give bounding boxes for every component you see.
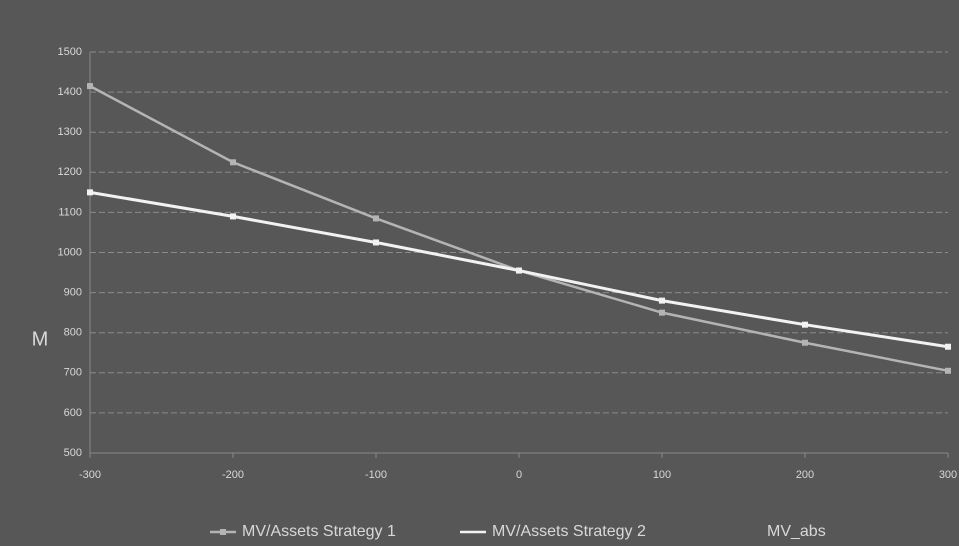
y-tick-label: 1300 — [58, 126, 82, 138]
point-marker — [87, 83, 93, 90]
y-tick-label: 900 — [64, 287, 82, 299]
y-tick-label: 1100 — [58, 206, 82, 218]
x-tick-label: -100 — [365, 469, 387, 481]
x-tick-label: -300 — [79, 469, 101, 481]
x-tick-label: 200 — [796, 469, 814, 481]
y-axis-label: M — [32, 328, 49, 350]
point-marker — [373, 239, 379, 246]
y-tick-label: 600 — [64, 407, 82, 419]
point-marker — [945, 343, 951, 350]
point-marker — [230, 213, 236, 220]
y-tick-label: 700 — [64, 367, 82, 379]
y-tick-label: 1500 — [58, 46, 82, 58]
y-tick-label: 1200 — [58, 166, 82, 178]
y-tick-label: 1000 — [58, 246, 82, 258]
point-marker — [802, 321, 808, 328]
legend-label: MV/Assets Strategy 1 — [242, 523, 396, 540]
x-tick-label: 300 — [939, 469, 957, 481]
y-tick-label: 1400 — [58, 86, 82, 98]
point-marker — [87, 189, 93, 196]
point-marker — [945, 367, 951, 374]
legend-label: MV_abs — [767, 523, 826, 540]
legend-marker — [220, 529, 226, 535]
point-marker — [659, 309, 665, 316]
y-tick-label: 800 — [64, 327, 82, 339]
legend: MV/Assets Strategy 1 MV/Assets Strategy 2… — [210, 523, 826, 540]
point-marker — [659, 297, 665, 304]
legend-label: MV/Assets Strategy 2 — [492, 523, 646, 540]
x-tick-label: 0 — [516, 469, 522, 481]
y-tick-label: 500 — [64, 447, 82, 459]
point-marker — [373, 215, 379, 222]
point-marker — [802, 339, 808, 346]
point-marker — [230, 159, 236, 166]
x-tick-label: -200 — [222, 469, 244, 481]
point-marker — [516, 267, 522, 274]
x-tick-label: 100 — [653, 469, 671, 481]
